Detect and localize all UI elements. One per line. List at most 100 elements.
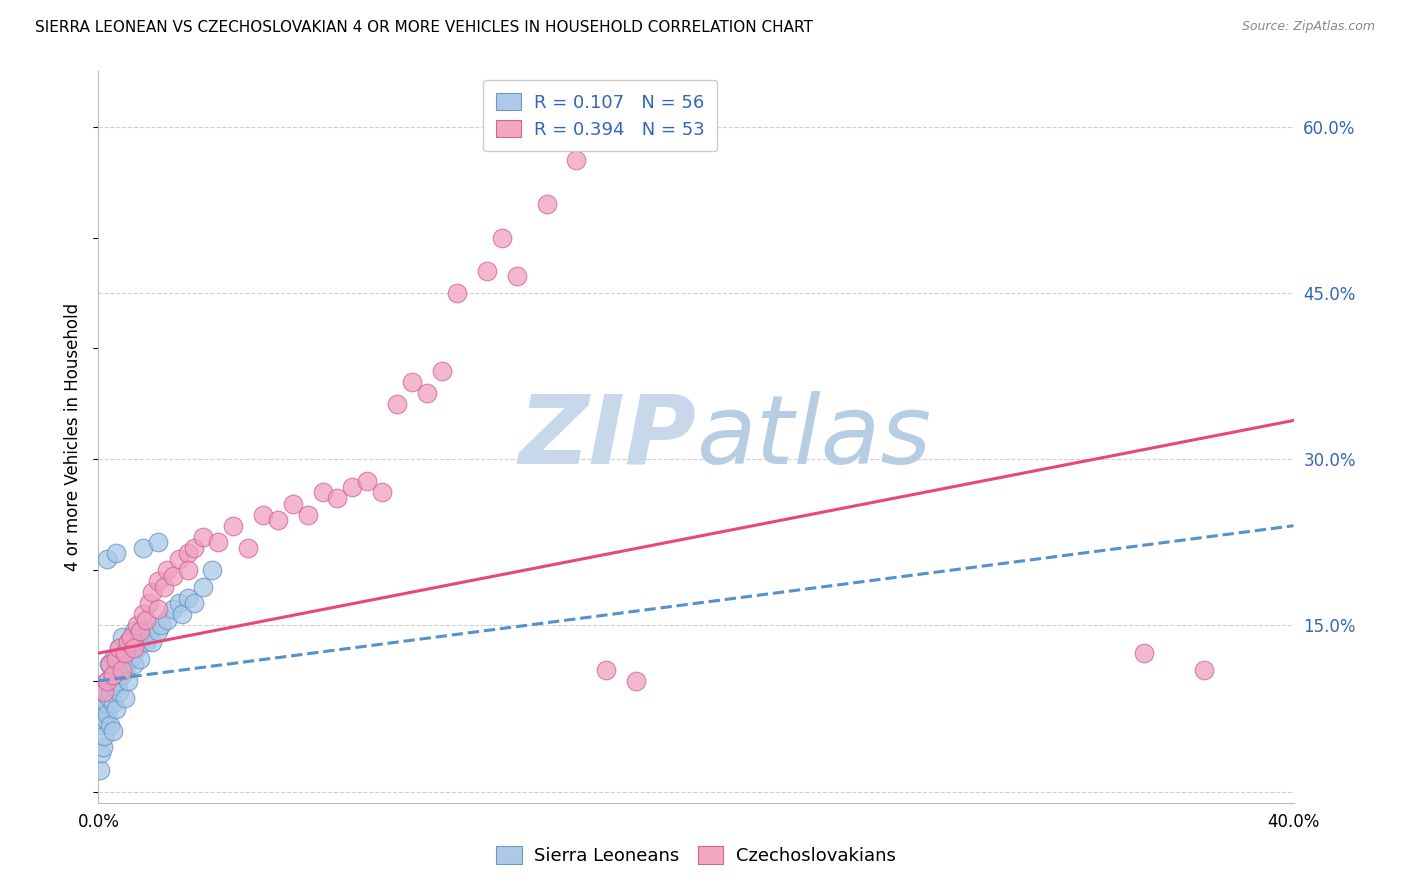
Point xyxy=(177,563,200,577)
Point xyxy=(94,696,117,710)
Point xyxy=(177,591,200,605)
Point xyxy=(93,685,115,699)
Point xyxy=(385,397,409,411)
Point xyxy=(94,713,117,727)
Point xyxy=(138,596,160,610)
Point xyxy=(97,657,120,672)
Point xyxy=(401,375,423,389)
Point xyxy=(96,673,118,688)
Point xyxy=(100,657,122,672)
Point xyxy=(100,685,122,699)
Y-axis label: 4 or more Vehicles in Household: 4 or more Vehicles in Household xyxy=(65,303,83,571)
Point xyxy=(103,668,125,682)
Point xyxy=(105,546,128,560)
Point xyxy=(236,541,259,555)
Point xyxy=(148,574,170,589)
Point xyxy=(183,541,205,555)
Point xyxy=(96,707,118,722)
Point xyxy=(536,197,558,211)
Point xyxy=(167,552,190,566)
Point xyxy=(96,673,118,688)
Point xyxy=(1192,663,1215,677)
Point xyxy=(90,746,112,760)
Point xyxy=(117,673,139,688)
Point xyxy=(1133,646,1156,660)
Point xyxy=(167,596,190,610)
Point xyxy=(430,363,453,377)
Point xyxy=(132,607,155,622)
Point xyxy=(110,657,132,672)
Point xyxy=(124,657,146,672)
Point xyxy=(103,723,125,738)
Point xyxy=(626,673,648,688)
Point xyxy=(342,480,364,494)
Point xyxy=(105,663,128,677)
Point xyxy=(114,690,136,705)
Point xyxy=(156,563,179,577)
Point xyxy=(222,518,245,533)
Text: ZIP: ZIP xyxy=(517,391,696,483)
Point xyxy=(267,513,290,527)
Point xyxy=(120,630,142,644)
Point xyxy=(97,690,120,705)
Point xyxy=(114,663,136,677)
Point xyxy=(565,153,588,167)
Point xyxy=(141,585,163,599)
Point xyxy=(132,630,155,644)
Point xyxy=(326,491,349,505)
Legend: Sierra Leoneans, Czechoslovakians: Sierra Leoneans, Czechoslovakians xyxy=(484,834,908,878)
Point xyxy=(506,269,529,284)
Point xyxy=(107,673,129,688)
Point xyxy=(156,613,179,627)
Point xyxy=(91,701,114,715)
Point xyxy=(104,680,127,694)
Point xyxy=(595,663,617,677)
Point xyxy=(252,508,274,522)
Point xyxy=(114,646,136,660)
Text: atlas: atlas xyxy=(696,391,931,483)
Point xyxy=(183,596,205,610)
Point xyxy=(100,718,122,732)
Point xyxy=(129,624,152,638)
Point xyxy=(90,718,112,732)
Point xyxy=(117,635,139,649)
Point xyxy=(138,624,160,638)
Point xyxy=(371,485,394,500)
Point xyxy=(127,640,149,655)
Point xyxy=(124,640,146,655)
Point xyxy=(148,624,170,638)
Point xyxy=(117,635,139,649)
Point xyxy=(356,475,378,489)
Point xyxy=(89,763,111,777)
Point xyxy=(103,696,125,710)
Point xyxy=(108,685,131,699)
Point xyxy=(141,635,163,649)
Point xyxy=(105,651,128,665)
Point xyxy=(108,640,131,655)
Point xyxy=(311,485,333,500)
Point xyxy=(120,651,142,665)
Point xyxy=(93,729,115,743)
Point xyxy=(135,635,157,649)
Point xyxy=(148,602,170,616)
Point xyxy=(177,546,200,560)
Point xyxy=(281,497,304,511)
Point xyxy=(132,541,155,555)
Point xyxy=(153,580,176,594)
Point xyxy=(105,701,128,715)
Point xyxy=(416,385,439,400)
Point xyxy=(191,530,214,544)
Point xyxy=(127,618,149,632)
Point xyxy=(297,508,319,522)
Point xyxy=(112,646,135,660)
Point xyxy=(111,663,134,677)
Point xyxy=(162,568,184,582)
Point xyxy=(111,668,134,682)
Point xyxy=(446,285,468,300)
Point xyxy=(475,264,498,278)
Text: Source: ZipAtlas.com: Source: ZipAtlas.com xyxy=(1241,20,1375,33)
Text: SIERRA LEONEAN VS CZECHOSLOVAKIAN 4 OR MORE VEHICLES IN HOUSEHOLD CORRELATION CH: SIERRA LEONEAN VS CZECHOSLOVAKIAN 4 OR M… xyxy=(35,20,813,35)
Point xyxy=(191,580,214,594)
Point xyxy=(201,563,224,577)
Point xyxy=(172,607,194,622)
